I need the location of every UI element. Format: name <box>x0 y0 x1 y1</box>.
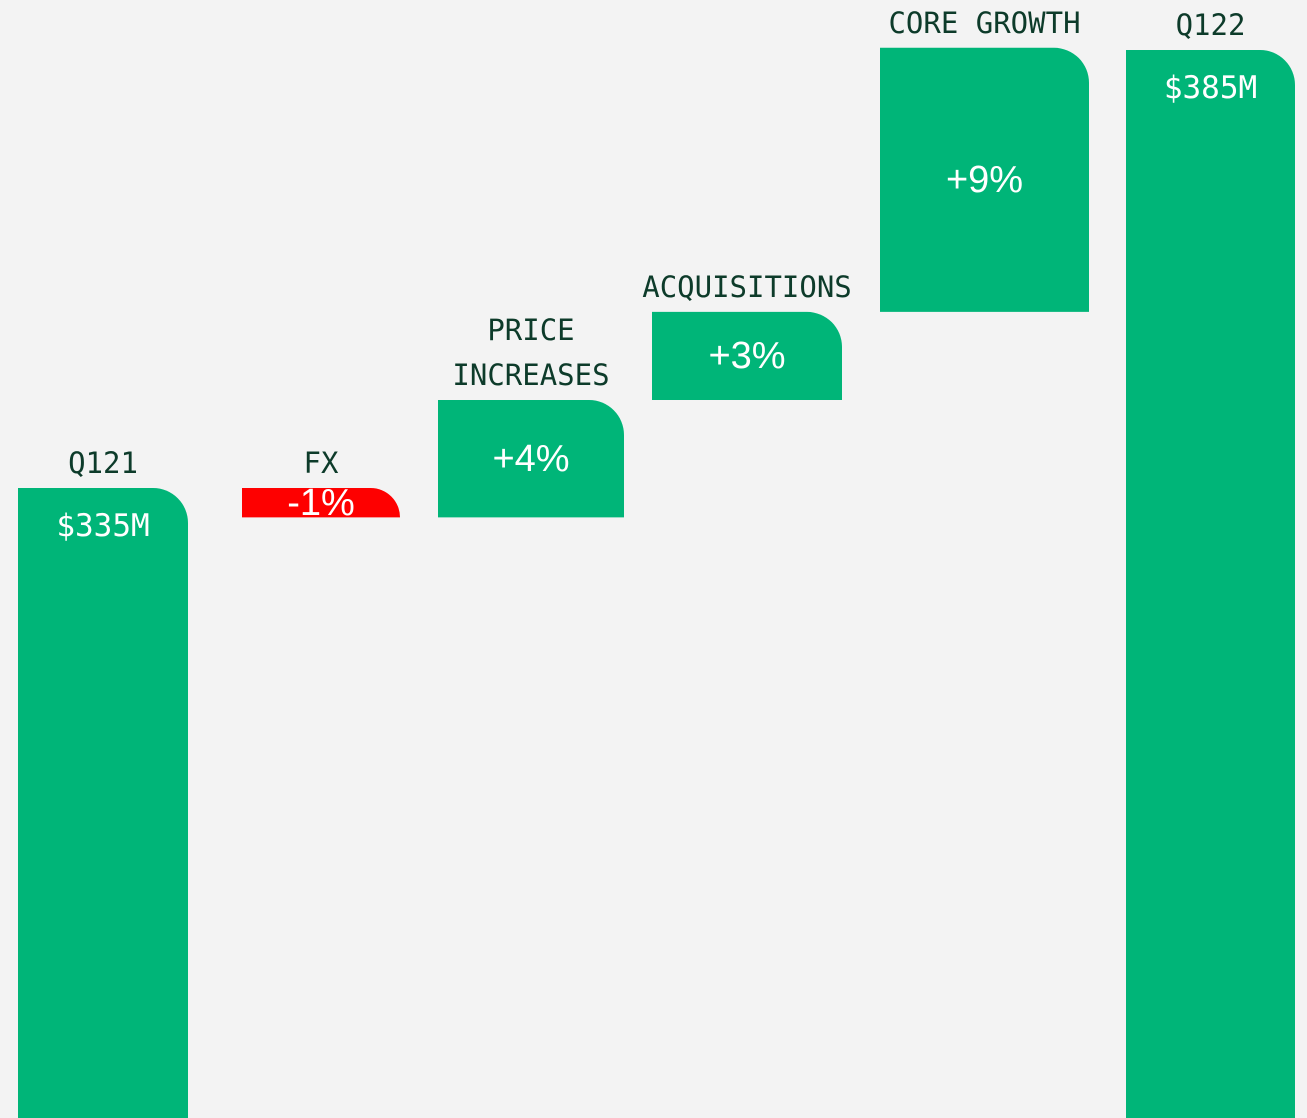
category-label: FX <box>303 446 339 480</box>
step-bar <box>880 47 1089 312</box>
value-label: +4% <box>492 437 570 480</box>
step-bar <box>652 311 842 400</box>
value-label: $335M <box>56 508 150 544</box>
category-label: Q122 <box>1175 8 1246 42</box>
category-label: ACQUISITIONS <box>642 269 852 304</box>
value-label: $385M <box>1163 70 1258 106</box>
category-label: Q121 <box>68 446 138 480</box>
step-bar <box>438 399 624 518</box>
value-label: +3% <box>708 334 786 377</box>
category-label: PRICE INCREASES <box>452 312 610 392</box>
value-label: +9% <box>945 158 1024 201</box>
total-bar <box>18 488 188 1118</box>
value-label: -1% <box>287 481 355 524</box>
total-bar <box>1126 50 1295 1118</box>
step-bar <box>242 488 400 518</box>
category-label: CORE GROWTH <box>888 5 1081 40</box>
